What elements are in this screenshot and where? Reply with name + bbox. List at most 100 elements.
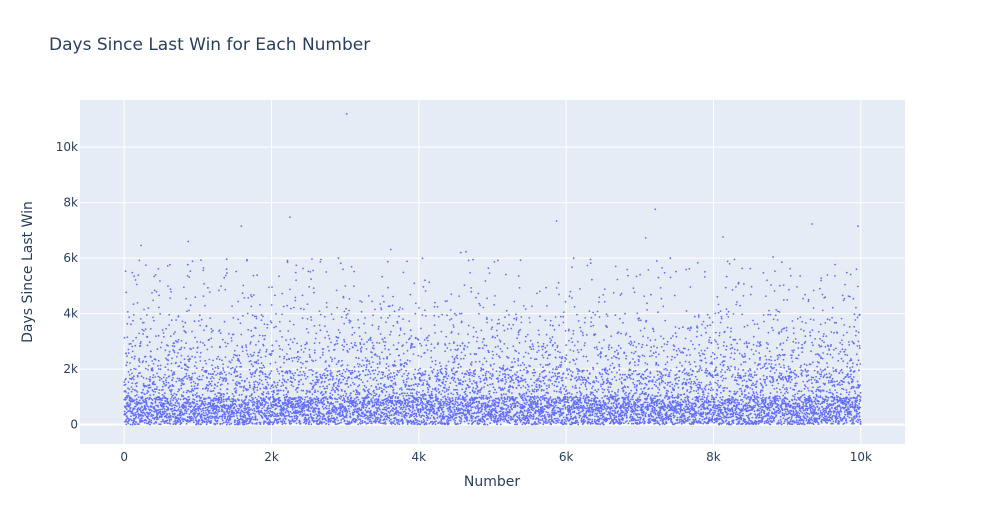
data-point	[172, 404, 175, 406]
data-point	[250, 418, 253, 421]
data-point	[306, 342, 308, 345]
data-point	[459, 365, 462, 368]
data-point	[363, 343, 365, 346]
data-point	[400, 368, 403, 371]
data-point	[463, 284, 466, 286]
data-point	[330, 417, 333, 420]
data-point	[405, 412, 408, 414]
data-point	[153, 289, 156, 292]
data-point	[186, 399, 188, 401]
data-point	[422, 408, 425, 411]
data-point	[475, 296, 477, 299]
data-point	[249, 360, 252, 362]
data-point	[179, 410, 182, 413]
data-point	[335, 411, 337, 413]
data-point	[240, 413, 242, 415]
data-point	[218, 358, 221, 361]
data-point	[460, 312, 463, 315]
data-point	[335, 423, 337, 425]
data-point	[444, 350, 446, 353]
data-point	[252, 334, 255, 337]
data-point	[360, 346, 363, 348]
data-point	[325, 405, 328, 407]
data-point	[341, 390, 343, 392]
data-point	[365, 364, 368, 366]
data-point	[173, 351, 176, 354]
data-point	[309, 396, 312, 399]
data-point	[349, 412, 352, 415]
data-point	[373, 389, 375, 392]
data-point	[168, 324, 171, 326]
data-point	[223, 377, 226, 380]
data-point	[355, 400, 358, 403]
data-point	[319, 420, 321, 423]
data-point	[250, 363, 253, 366]
data-point	[406, 392, 409, 395]
data-point	[455, 356, 457, 358]
data-point	[448, 419, 450, 422]
data-point	[182, 413, 185, 416]
data-point	[172, 394, 174, 397]
data-point	[176, 414, 179, 417]
data-point	[482, 368, 485, 371]
data-point	[204, 409, 207, 412]
data-point	[261, 371, 264, 374]
data-point	[291, 412, 293, 415]
data-point	[253, 404, 256, 406]
data-point	[281, 292, 284, 295]
data-point	[216, 419, 219, 422]
data-point	[210, 337, 213, 340]
data-point	[196, 377, 199, 379]
data-point	[448, 386, 451, 389]
data-point	[403, 406, 405, 409]
data-point	[299, 405, 302, 408]
data-point	[251, 422, 254, 425]
data-point	[335, 386, 337, 389]
data-point	[146, 335, 149, 338]
data-point	[378, 386, 381, 389]
data-point	[165, 381, 168, 384]
data-point	[274, 294, 276, 297]
data-point	[131, 410, 134, 413]
data-point	[155, 335, 157, 337]
data-point	[446, 377, 449, 380]
data-point	[128, 373, 131, 376]
data-point	[128, 343, 131, 345]
data-point	[300, 378, 302, 381]
data-point	[126, 394, 129, 397]
data-point	[402, 404, 405, 407]
data-point	[293, 356, 296, 359]
data-point	[272, 422, 275, 425]
data-point	[221, 359, 223, 362]
data-point	[445, 368, 448, 371]
data-point	[132, 339, 135, 342]
data-point	[469, 272, 471, 274]
data-point	[269, 387, 272, 390]
data-point	[275, 398, 278, 401]
data-point	[360, 338, 363, 341]
data-point	[180, 422, 183, 424]
data-point	[467, 341, 470, 344]
data-point	[264, 398, 266, 401]
data-point	[450, 392, 453, 395]
data-point	[328, 405, 331, 407]
data-point	[185, 297, 188, 300]
data-point	[322, 393, 325, 396]
data-point	[437, 315, 440, 318]
data-point	[337, 380, 340, 383]
data-point	[141, 417, 143, 419]
data-point	[398, 420, 400, 423]
data-point	[201, 413, 204, 415]
data-point	[296, 342, 298, 345]
data-point	[166, 265, 169, 267]
data-point	[370, 385, 373, 387]
data-point	[431, 388, 434, 390]
data-point	[249, 420, 252, 423]
data-point	[237, 409, 240, 412]
data-point	[235, 391, 237, 394]
data-point	[330, 313, 333, 316]
data-point	[131, 388, 134, 391]
data-point	[471, 374, 474, 377]
data-point	[212, 416, 214, 418]
data-point	[239, 382, 241, 385]
